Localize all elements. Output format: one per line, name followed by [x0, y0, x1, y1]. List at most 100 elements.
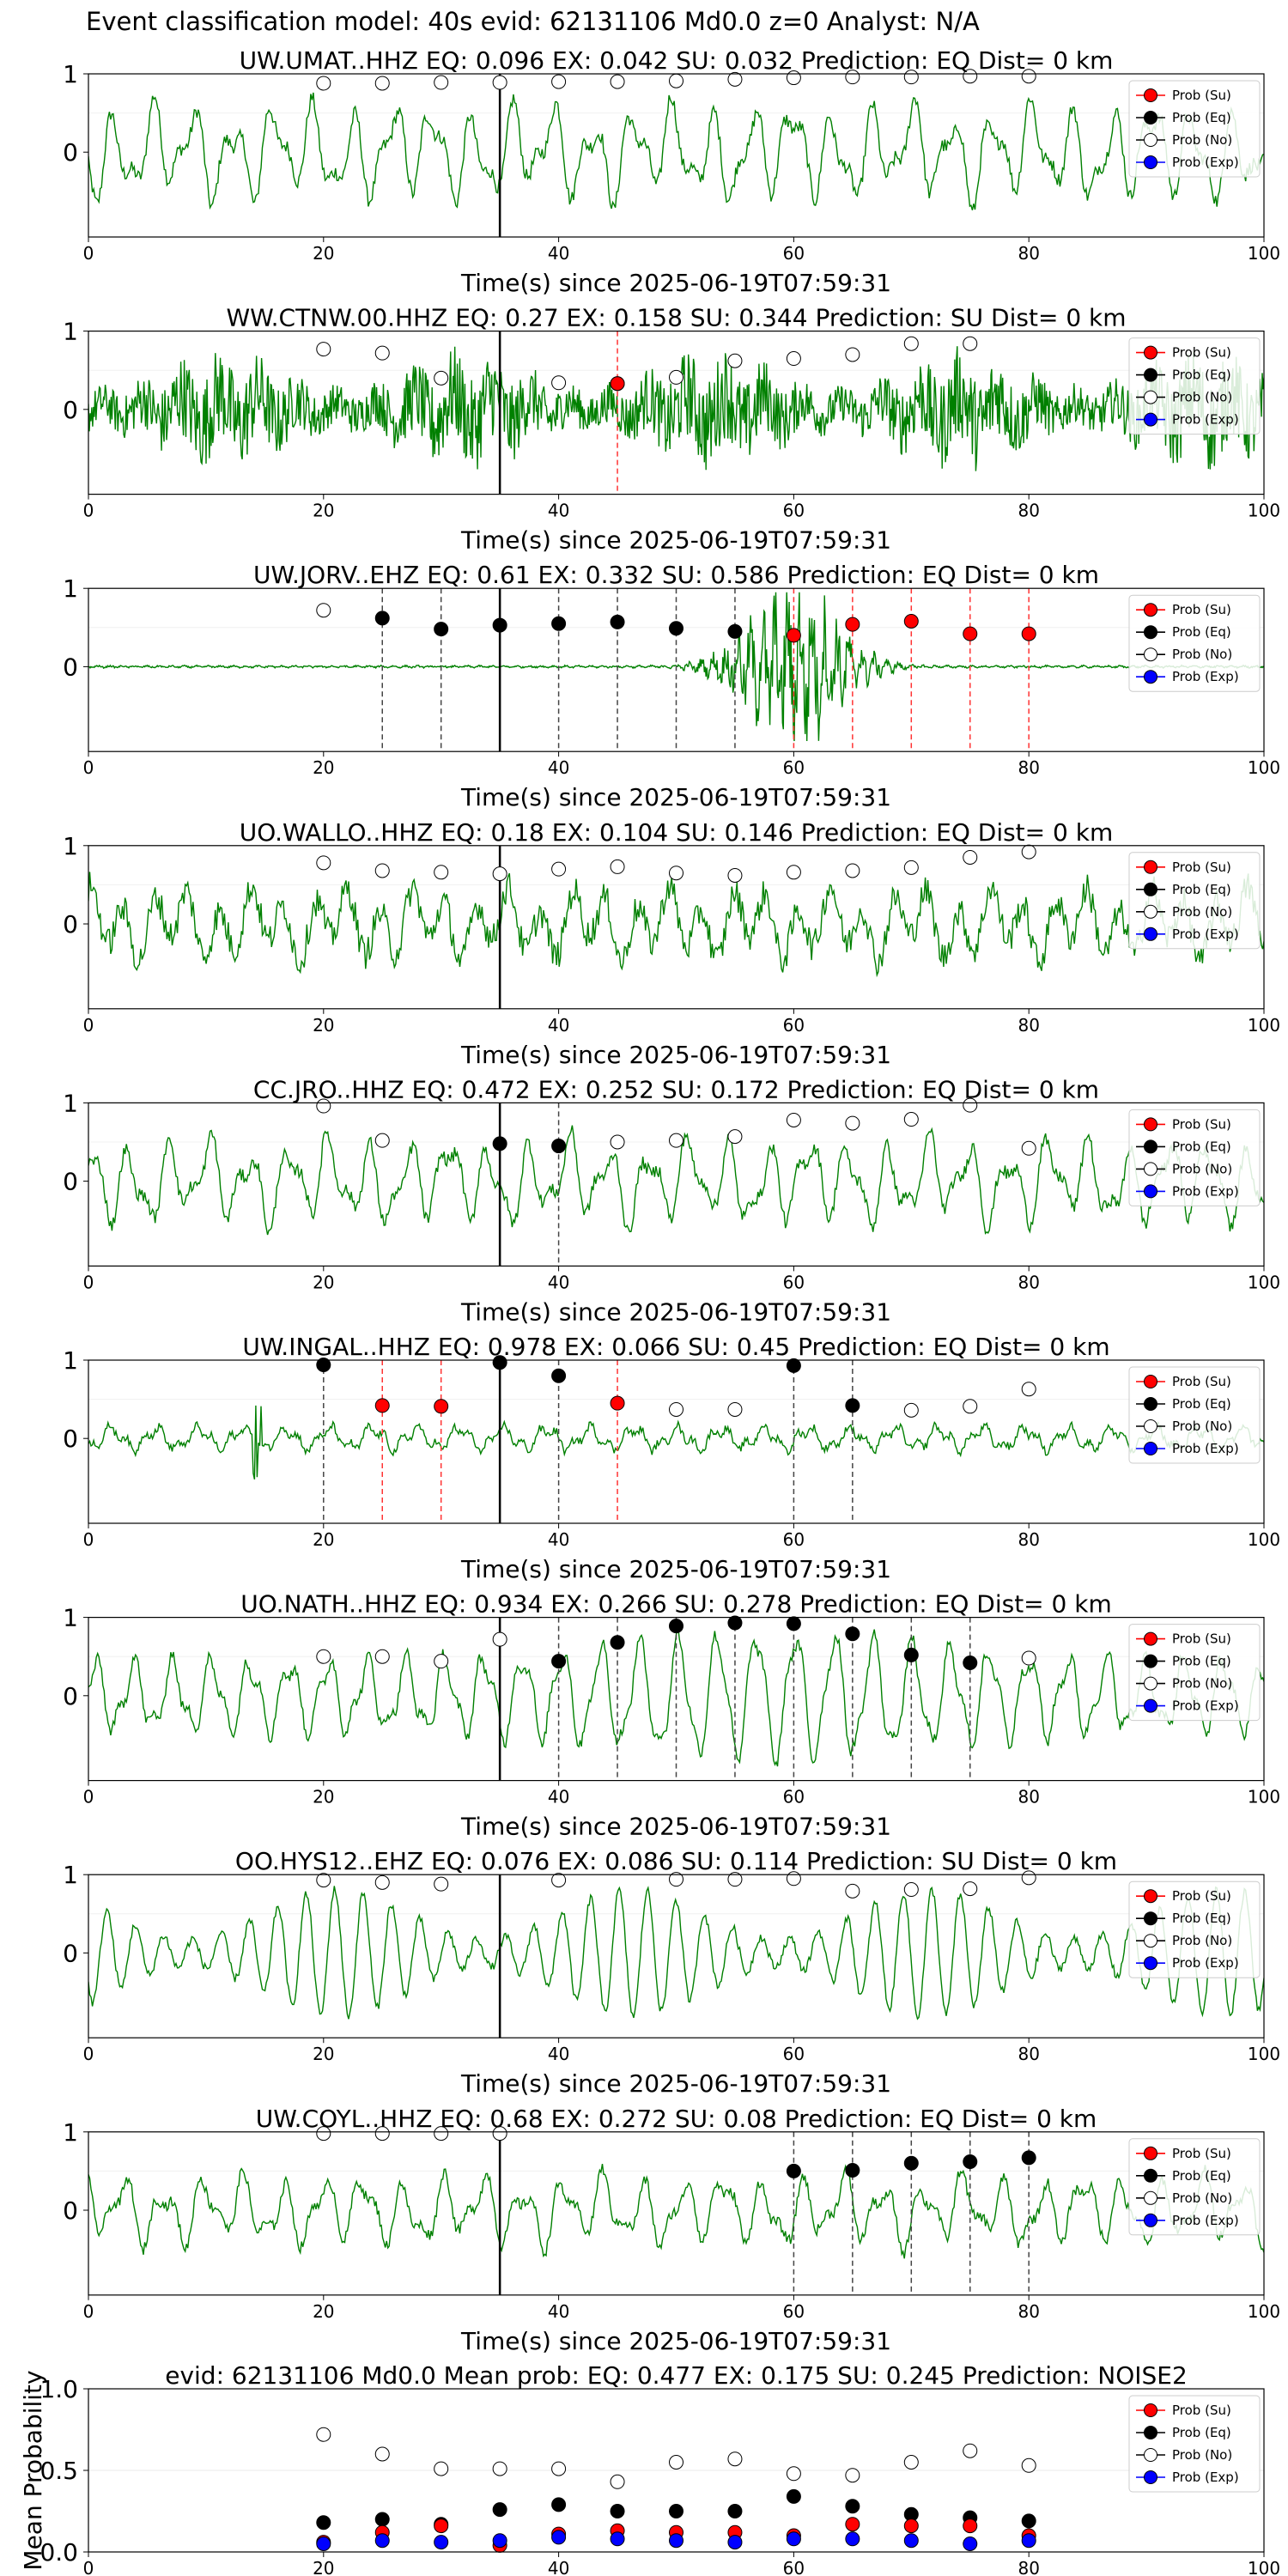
axes-frame: [88, 587, 1265, 752]
prob-su-point: [963, 626, 978, 641]
y-tick-label: 0: [63, 396, 78, 424]
legend-marker: [1144, 1397, 1157, 1411]
x-tick-label: 40: [548, 2558, 569, 2576]
legend-marker: [1144, 2426, 1157, 2439]
prob-no-point: [727, 71, 743, 87]
prob-no-point: [1021, 1382, 1036, 1397]
figure-title: Event classification model: 40s evid: 62…: [86, 7, 980, 36]
x-tick-label: 80: [1018, 1015, 1039, 1036]
x-tick-label: 0: [83, 2558, 94, 2576]
prob-eq-point: [903, 2155, 919, 2171]
axes-frame: [88, 845, 1265, 1010]
prob-su-point: [903, 614, 919, 629]
y-tick-label: 1: [63, 574, 78, 603]
legend-marker: [1144, 1419, 1157, 1433]
prob-no-point: [434, 1876, 449, 1892]
legend-label: Prob (Eq): [1172, 2168, 1231, 2184]
legend-label: Prob (Eq): [1172, 882, 1231, 897]
prob-su-point: [1021, 626, 1036, 641]
legend-box: [1128, 594, 1261, 692]
x-tick-label: 100: [1248, 2301, 1280, 2322]
mean-prob-eq-point: [551, 2497, 567, 2512]
prob-no-point: [963, 336, 978, 351]
prob-no-point: [434, 370, 449, 386]
prob-eq-point: [492, 617, 507, 633]
prob-su-point: [786, 628, 801, 643]
y-tick-label: 1: [63, 1346, 78, 1375]
prob-no-point: [669, 1133, 683, 1148]
x-tick-label: 60: [783, 757, 805, 778]
prob-su-point: [845, 617, 860, 632]
mean-prob-eq-point: [316, 2515, 331, 2530]
mean-prob-no-point: [551, 2461, 567, 2476]
x-tick-label: 100: [1248, 2558, 1280, 2576]
prob-eq-point: [374, 611, 390, 626]
x-tick-label: 0: [83, 1272, 94, 1292]
prob-no-point: [492, 2126, 507, 2142]
legend-marker: [1144, 2146, 1157, 2160]
mean-prob-exp-point: [1021, 2533, 1036, 2549]
prob-eq-point: [845, 1626, 860, 1642]
mean-prob-no-point: [903, 2455, 919, 2470]
prob-eq-point: [963, 2154, 978, 2169]
mean-prob-no-point: [786, 2466, 801, 2482]
x-tick-label: 80: [1018, 1787, 1039, 1807]
y-tick-label: 1: [63, 1604, 78, 1632]
legend-marker: [1144, 2190, 1157, 2205]
x-tick-label: 60: [783, 501, 805, 521]
mean-prob-exp-point: [374, 2533, 390, 2549]
legend-marker: [1144, 603, 1157, 617]
x-axis-label: Time(s) since 2025-06-19T07:59:31: [460, 1813, 891, 1841]
mean-prob-no-point: [1021, 2458, 1036, 2473]
prob-eq-point: [1021, 2150, 1036, 2166]
legend-label: Prob (Exp): [1172, 1441, 1239, 1456]
waveform-trace: [88, 92, 1264, 210]
mean-prob-exp-point: [903, 2533, 919, 2549]
y-tick-label: 0.0: [39, 2538, 78, 2567]
prob-eq-point: [492, 1355, 507, 1370]
x-tick-label: 20: [313, 501, 334, 521]
legend-box: [1128, 80, 1261, 178]
prob-no-point: [963, 1399, 978, 1414]
x-tick-label: 40: [548, 757, 569, 778]
x-tick-label: 100: [1248, 1015, 1280, 1036]
panel-title: UW.INGAL..HHZ EQ: 0.978 EX: 0.066 SU: 0.…: [242, 1333, 1109, 1361]
prob-no-point: [1021, 1140, 1036, 1156]
waveform-trace: [88, 1405, 1264, 1480]
legend-label: Prob (Su): [1172, 1374, 1231, 1389]
legend-label: Prob (Su): [1172, 345, 1231, 361]
prob-no-point: [374, 345, 390, 361]
x-tick-label: 60: [783, 1272, 805, 1292]
prob-eq-point: [551, 616, 567, 631]
legend-marker: [1144, 1139, 1157, 1154]
prob-eq-point: [492, 1136, 507, 1151]
prob-eq-point: [669, 621, 683, 636]
legend-marker: [1144, 1654, 1157, 1668]
prob-no-point: [551, 74, 567, 89]
prob-no-point: [316, 342, 331, 357]
x-axis-label: Time(s) since 2025-06-19T07:59:31: [460, 783, 891, 811]
prob-no-point: [610, 859, 625, 874]
x-tick-label: 60: [783, 1529, 805, 1550]
mean-prob-no-point: [492, 2461, 507, 2476]
axes-frame: [88, 1874, 1265, 2038]
panel-title: evid: 62131106 Md0.0 Mean prob: EQ: 0.47…: [165, 2361, 1188, 2390]
legend-label: Prob (No): [1172, 390, 1232, 405]
mean-prob-no-point: [374, 2446, 390, 2462]
legend-marker: [1144, 2448, 1157, 2462]
legend-label: Prob (Eq): [1172, 1911, 1231, 1926]
mean-prob-eq-point: [1021, 2513, 1036, 2529]
prob-no-point: [492, 866, 507, 882]
x-tick-label: 20: [313, 2558, 334, 2576]
x-tick-label: 20: [313, 1015, 334, 1036]
mean-prob-eq-point: [669, 2504, 683, 2518]
mean-prob-no-point: [434, 2461, 449, 2476]
prob-no-point: [610, 74, 625, 89]
prob-no-point: [492, 75, 507, 90]
prob-no-point: [551, 1873, 567, 1888]
x-tick-label: 20: [313, 1529, 334, 1550]
legend-marker: [1144, 647, 1157, 662]
legend-marker: [1144, 390, 1157, 404]
mean-prob-eq-point: [610, 2504, 625, 2518]
prob-no-point: [669, 1401, 683, 1417]
